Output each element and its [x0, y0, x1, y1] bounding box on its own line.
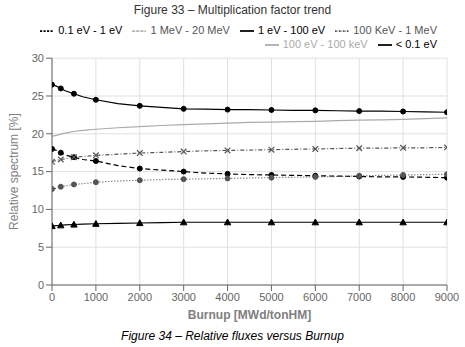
- svg-text:5: 5: [38, 241, 44, 253]
- html-text:1 eV - 100 eV: 1 eV - 100 eV: [257, 24, 326, 36]
- html-text:< 0.1 eV: < 0.1 eV: [395, 38, 437, 51]
- svg-text:8000: 8000: [391, 291, 415, 303]
- svg-text:Burnup [MWd/tonHM]: Burnup [MWd/tonHM]: [188, 308, 311, 322]
- svg-text:9000: 9000: [435, 291, 457, 303]
- svg-text:6000: 6000: [303, 291, 327, 303]
- html-text:100 eV - 100 keV: 100 eV - 100 keV: [282, 38, 368, 51]
- svg-text:30: 30: [32, 52, 44, 64]
- svg-text:5000: 5000: [259, 291, 283, 303]
- html-text:Figure 34 – Relative fluxes ve: Figure 34 – Relative fluxes versus Burnu…: [121, 329, 344, 343]
- svg-text:10: 10: [32, 203, 44, 215]
- html-text:100 KeV - 1 MeV: 100 KeV - 1 MeV: [353, 24, 437, 36]
- svg-text:2000: 2000: [128, 291, 152, 303]
- html-text:0.1 eV - 1 eV: 0.1 eV - 1 eV: [58, 24, 123, 36]
- html-text:1 MeV - 20 MeV: 1 MeV - 20 MeV: [150, 24, 230, 36]
- svg-text:0: 0: [38, 279, 44, 291]
- svg-text:4000: 4000: [215, 291, 239, 303]
- svg-text:Relative spectrum [%]: Relative spectrum [%]: [8, 113, 21, 230]
- html-text:Figure 33 – Multiplication fac: Figure 33 – Multiplication factor trend: [133, 3, 332, 17]
- svg-text:25: 25: [32, 90, 44, 102]
- svg-text:15: 15: [32, 165, 44, 177]
- svg-text:7000: 7000: [347, 291, 371, 303]
- svg-text:20: 20: [32, 128, 44, 140]
- svg-text:1000: 1000: [84, 291, 108, 303]
- svg-text:3000: 3000: [171, 291, 195, 303]
- svg-text:0: 0: [49, 291, 55, 303]
